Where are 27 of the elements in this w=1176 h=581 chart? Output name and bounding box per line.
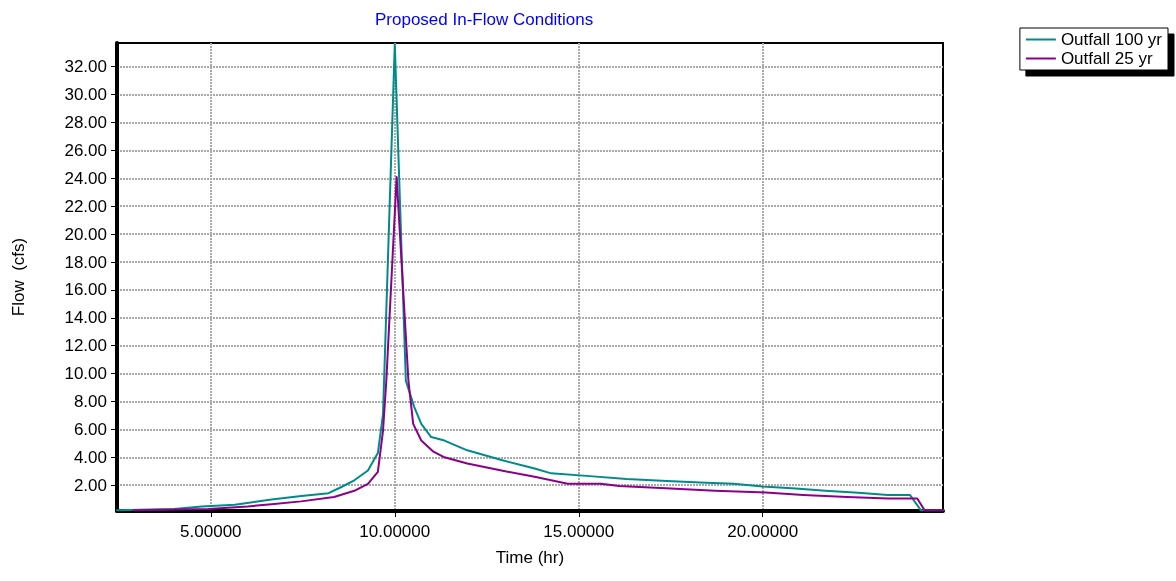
y-tick-label: 24.00	[64, 168, 107, 188]
x-tick-label: 5.00000	[180, 522, 242, 541]
chart-title: Proposed In-Flow Conditions	[375, 10, 594, 29]
x-tick-label: 20.00000	[727, 522, 799, 541]
y-axis-title: Flow (cfs)	[9, 237, 28, 317]
y-tick-label: 4.00	[73, 447, 107, 467]
y-tick-label: 28.00	[64, 113, 107, 133]
y-tick-label: 30.00	[64, 85, 107, 105]
y-tick-label: 20.00	[64, 224, 107, 244]
y-tick-label: 22.00	[64, 196, 107, 216]
legend-label: Outfall 25 yr	[1060, 49, 1153, 68]
y-tick-label: 2.00	[73, 475, 107, 495]
x-tick-label: 10.00000	[359, 522, 431, 541]
x-tick-label: 15.00000	[543, 522, 615, 541]
y-tick-label: 14.00	[64, 308, 107, 328]
y-tick-label: 32.00	[64, 57, 107, 77]
y-tick-label: 12.00	[64, 336, 107, 356]
line-series	[132, 175, 944, 512]
y-tick-label: 16.00	[64, 280, 107, 300]
y-tick-label: 18.00	[64, 252, 107, 272]
legend-label: Outfall 100 yr	[1060, 30, 1163, 49]
line-series	[116, 43, 944, 512]
y-tick-label: 6.00	[73, 419, 107, 439]
x-axis-title: Time (hr)	[495, 548, 565, 567]
y-tick-label: 10.00	[64, 364, 107, 384]
y-tick-label: 8.00	[73, 392, 107, 411]
y-tick-label: 26.00	[64, 140, 107, 160]
